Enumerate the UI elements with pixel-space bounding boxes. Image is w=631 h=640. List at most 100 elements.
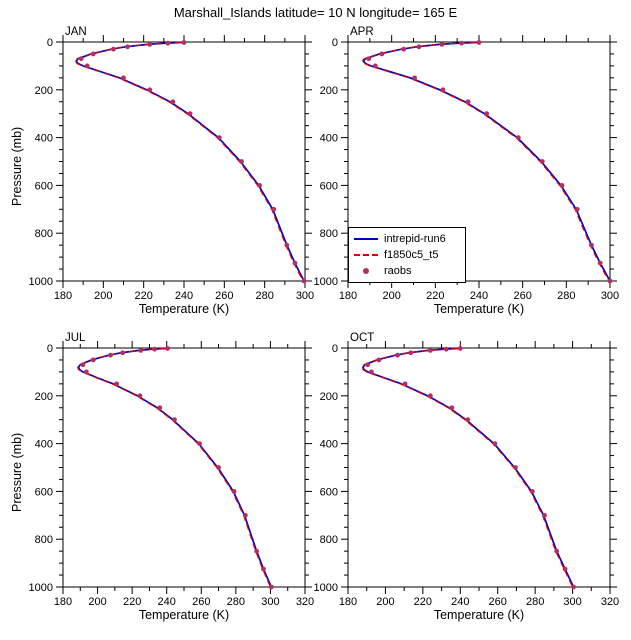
dot-marker-sample-icon xyxy=(363,268,369,274)
x-tick-label: 280 xyxy=(557,290,575,302)
raobs-dot xyxy=(197,441,202,446)
xaxis-label-apr: Temperature (K) xyxy=(433,302,525,316)
y-tick-label: 800 xyxy=(320,228,338,240)
plot-frame xyxy=(347,347,611,588)
raobs-dot xyxy=(443,346,449,352)
raobs-dot xyxy=(574,206,580,212)
raobs-dot xyxy=(492,441,498,446)
x-tick-label: 240 xyxy=(451,596,469,608)
series-line-intrepid-run6 xyxy=(362,347,575,588)
y-tick-label: 400 xyxy=(35,133,53,145)
panel-apr: 180 200 220 240 260 280 300 0 200 400 600 800 1000 xyxy=(314,35,619,302)
y-tick-label: 200 xyxy=(320,391,338,403)
y-tick-label: 200 xyxy=(35,85,53,97)
y-tick-label: 200 xyxy=(35,391,53,403)
raobs-dot xyxy=(187,111,193,117)
legend: intrepid-run6 f1850c5_t5 raobs xyxy=(348,227,466,283)
series-line-f1850c5_t5 xyxy=(77,347,272,588)
x-tick-label: 180 xyxy=(54,596,72,608)
raobs-dot xyxy=(254,548,259,554)
raobs-dot xyxy=(589,242,594,248)
raobs-dot xyxy=(284,242,290,248)
raobs-dot xyxy=(402,381,408,387)
x-tick-label: 280 xyxy=(255,290,273,302)
xaxis-label-jan: Temperature (K) xyxy=(138,302,230,316)
raobs-dot xyxy=(368,369,374,375)
raobs-dot xyxy=(301,278,307,284)
series-line-intrepid-run6 xyxy=(75,41,305,282)
legend-label: raobs xyxy=(384,265,412,277)
x-tick-label: 280 xyxy=(227,596,245,608)
raobs-dot xyxy=(571,584,576,590)
x-tick-label: 240 xyxy=(158,596,176,608)
raobs-dot xyxy=(108,352,113,358)
raobs-dot xyxy=(401,46,407,52)
raobs-dot xyxy=(242,512,248,518)
raobs-dot xyxy=(395,352,400,358)
y-tick-label: 600 xyxy=(320,180,338,192)
raobs-dot xyxy=(181,40,187,45)
panel-oct: 180 200 220 240 260 280 300 320 0 200 400 600 800 100… xyxy=(314,341,619,608)
raobs-dot xyxy=(459,40,464,46)
x-tick-label: 260 xyxy=(215,290,233,302)
y-tick-label: 1000 xyxy=(29,276,53,288)
raobs-dot xyxy=(559,183,565,188)
legend-label: intrepid-run6 xyxy=(384,233,446,245)
raobs-dot xyxy=(111,46,116,52)
raobs-dot xyxy=(597,260,603,266)
raobs-dot xyxy=(138,347,144,353)
legend-label: f1850c5_t5 xyxy=(384,249,439,261)
raobs-dot xyxy=(554,548,560,554)
raobs-dot xyxy=(376,357,382,363)
y-tick-label: 0 xyxy=(332,343,338,355)
x-tick-label: 300 xyxy=(563,596,581,608)
raobs-dot xyxy=(172,417,177,423)
y-tick-label: 400 xyxy=(320,439,338,451)
x-tick-label: 220 xyxy=(414,596,432,608)
dashed-line-sample-icon xyxy=(354,254,378,256)
raobs-dot xyxy=(114,381,119,387)
raobs-dot xyxy=(261,566,266,572)
y-tick-label: 600 xyxy=(35,486,53,498)
panel-jan: 180 200 220 240 260 280 300 0 200 400 600 800 1000 xyxy=(29,35,314,302)
panel-label-oct: OCT xyxy=(350,332,375,344)
plot-frame xyxy=(62,41,306,282)
x-tick-label: 200 xyxy=(88,596,106,608)
raobs-dot xyxy=(515,135,521,141)
x-tick-label: 200 xyxy=(382,290,400,302)
raobs-dot xyxy=(147,87,153,93)
legend-item-intrepid: intrepid-run6 xyxy=(354,231,460,247)
x-tick-label: 260 xyxy=(513,290,531,302)
raobs-dot xyxy=(427,393,433,399)
raobs-dot xyxy=(408,350,414,356)
raobs-dot xyxy=(120,350,126,356)
raobs-dot xyxy=(529,489,535,494)
panel-label-apr: APR xyxy=(350,26,374,38)
raobs-dot xyxy=(292,260,298,266)
raobs-dot xyxy=(476,40,482,45)
raobs-dot xyxy=(239,159,244,164)
x-tick-label: 180 xyxy=(339,290,357,302)
raobs-dot xyxy=(257,183,263,188)
y-tick-label: 800 xyxy=(35,534,53,546)
raobs-dot xyxy=(157,405,163,411)
x-tick-label: 280 xyxy=(526,596,544,608)
xaxis-label-jul: Temperature (K) xyxy=(138,608,230,622)
raobs-dot xyxy=(365,362,371,368)
x-tick-label: 220 xyxy=(134,290,152,302)
panel-label-jul: JUL xyxy=(65,332,86,344)
solid-line-sample-icon xyxy=(354,238,378,240)
raobs-dot xyxy=(268,584,274,590)
y-tick-label: 0 xyxy=(332,37,338,49)
x-tick-label: 320 xyxy=(296,596,314,608)
x-tick-label: 200 xyxy=(376,596,394,608)
y-tick-label: 600 xyxy=(35,180,53,192)
raobs-dot xyxy=(83,369,89,375)
raobs-dot xyxy=(170,99,176,105)
panel-jul: 180 200 220 240 260 280 300 320 0 200 400 600 800 100… xyxy=(29,341,314,608)
y-tick-label: 1000 xyxy=(314,276,338,288)
raobs-dot xyxy=(147,41,153,47)
raobs-dot xyxy=(372,63,378,69)
series-line-intrepid-run6 xyxy=(77,347,273,588)
